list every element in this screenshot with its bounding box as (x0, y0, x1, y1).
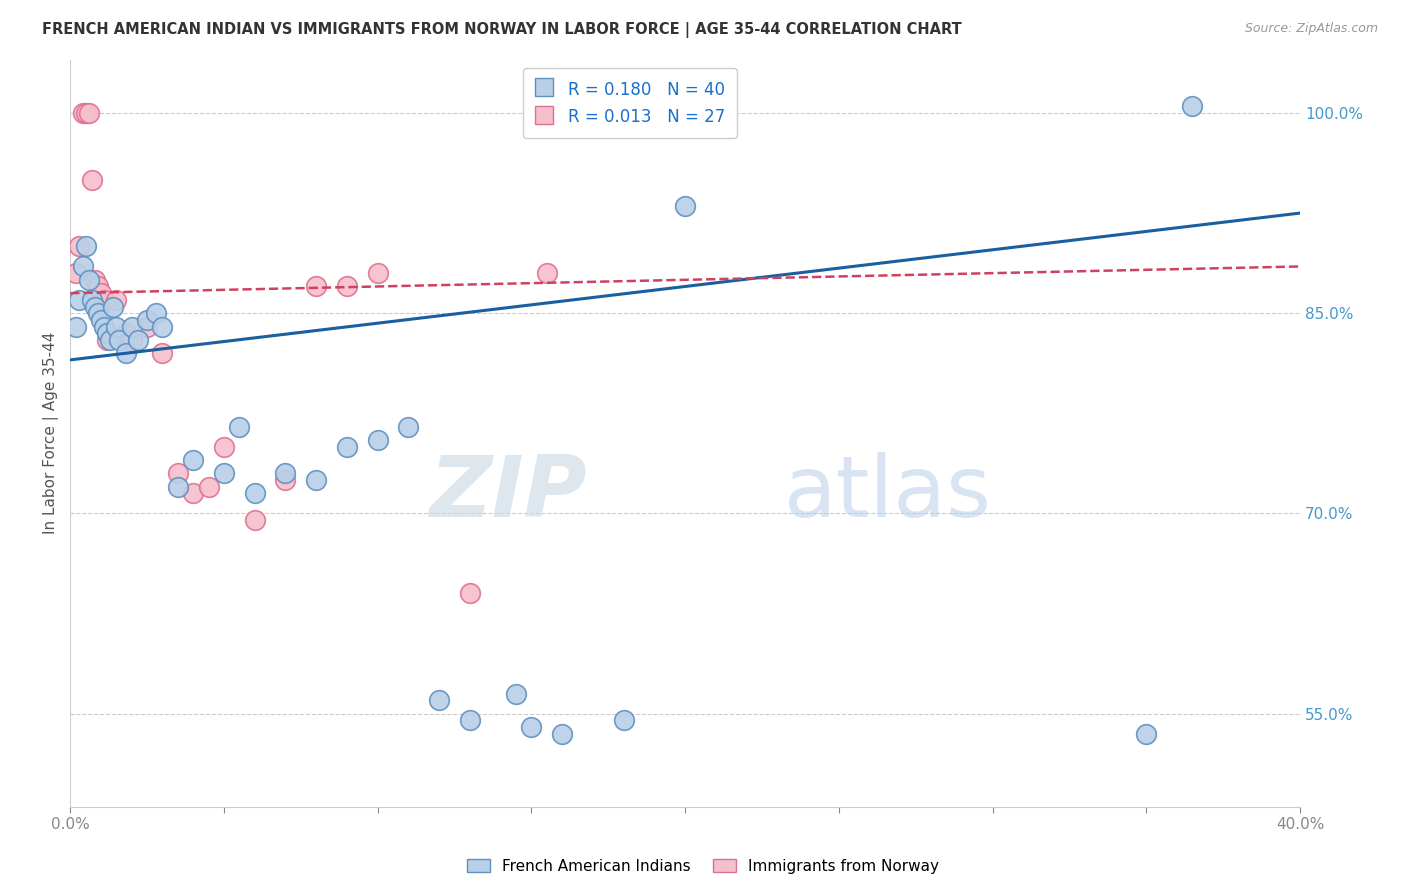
Point (83, 300, 105, 314)
Point (305, 473, 328, 487)
Point (77, 106, 100, 120)
Point (69, 239, 91, 253)
Point (96, 333, 118, 347)
Point (520, 720, 543, 734)
Point (505, 687, 527, 701)
Point (336, 279, 359, 293)
Point (80, 293, 103, 307)
Point (72, 260, 94, 274)
Point (87, 306, 110, 320)
Point (72, 106, 94, 120)
Point (108, 333, 131, 347)
Point (212, 440, 235, 454)
Point (427, 693, 450, 707)
Point (228, 419, 250, 434)
Text: FRENCH AMERICAN INDIAN VS IMMIGRANTS FROM NORWAY IN LABOR FORCE | AGE 35-44 CORR: FRENCH AMERICAN INDIAN VS IMMIGRANTS FRO… (42, 22, 962, 38)
Point (96, 326, 118, 341)
Point (274, 473, 297, 487)
Point (136, 319, 159, 334)
Point (103, 300, 125, 314)
Point (98, 333, 121, 347)
Point (243, 486, 266, 500)
Point (87, 279, 110, 293)
Point (536, 266, 558, 280)
Point (127, 333, 149, 347)
Point (114, 326, 136, 341)
Point (367, 433, 389, 447)
Point (166, 467, 188, 481)
Point (274, 467, 297, 481)
Point (181, 453, 204, 467)
Point (75, 106, 97, 120)
Point (90, 286, 112, 301)
Point (90, 313, 112, 327)
Point (83, 273, 105, 287)
Point (551, 726, 574, 740)
Point (93, 319, 115, 334)
Text: Source: ZipAtlas.com: Source: ZipAtlas.com (1244, 22, 1378, 36)
Text: ZIP: ZIP (429, 451, 586, 534)
Point (458, 713, 481, 727)
Point (75, 239, 97, 253)
Y-axis label: In Labor Force | Age 35-44: In Labor Force | Age 35-44 (44, 332, 59, 534)
Legend: R = 0.180   N = 40, R = 0.013   N = 27: R = 0.180 N = 40, R = 0.013 N = 27 (523, 68, 737, 138)
Point (65, 266, 87, 280)
Legend: French American Indians, Immigrants from Norway: French American Indians, Immigrants from… (461, 853, 945, 880)
Point (1181, 99, 1204, 113)
Point (613, 713, 636, 727)
Point (93, 293, 115, 307)
Point (77, 273, 100, 287)
Point (152, 346, 174, 360)
Point (396, 419, 419, 434)
Point (69, 293, 91, 307)
Point (673, 199, 696, 213)
Point (136, 313, 159, 327)
Point (105, 319, 128, 334)
Point (105, 293, 128, 307)
Point (212, 467, 235, 481)
Point (80, 172, 103, 186)
Point (166, 480, 188, 494)
Point (243, 513, 266, 527)
Point (114, 346, 136, 360)
Point (145, 306, 167, 320)
Point (197, 480, 219, 494)
Point (121, 319, 143, 334)
Point (336, 440, 359, 454)
Point (121, 333, 143, 347)
Point (181, 486, 204, 500)
Text: atlas: atlas (783, 451, 991, 534)
Point (65, 319, 87, 334)
Point (458, 586, 481, 600)
Point (367, 266, 389, 280)
Point (1135, 726, 1157, 740)
Point (152, 319, 174, 334)
Point (305, 279, 328, 293)
